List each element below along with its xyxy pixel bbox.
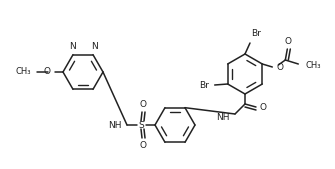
Text: O: O [139, 141, 146, 150]
Text: CH₃: CH₃ [305, 61, 321, 69]
Text: S: S [138, 120, 144, 129]
Text: NH: NH [109, 120, 122, 129]
Text: N: N [91, 42, 97, 51]
Text: O: O [44, 67, 51, 77]
Text: O: O [276, 63, 283, 71]
Text: O: O [139, 100, 146, 109]
Text: CH₃: CH₃ [15, 67, 31, 77]
Text: O: O [285, 37, 292, 46]
Text: O: O [260, 103, 267, 113]
Text: Br: Br [251, 29, 261, 38]
Text: N: N [69, 42, 75, 51]
Text: Br: Br [199, 80, 209, 90]
Text: NH: NH [216, 113, 230, 122]
